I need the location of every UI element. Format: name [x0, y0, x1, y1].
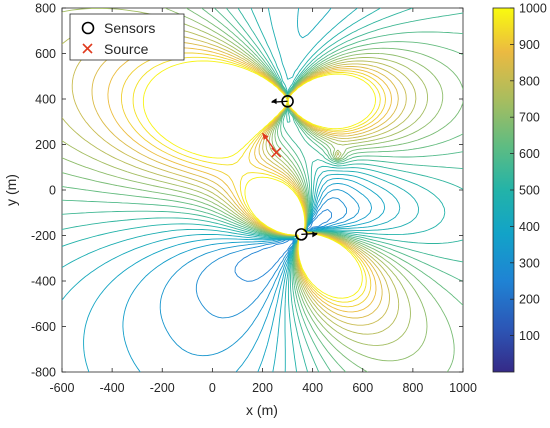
x-tick-label: 600 — [352, 381, 373, 395]
colorbar-tick-label: 200 — [519, 293, 540, 307]
colorbar-tick-label: 400 — [519, 220, 540, 234]
sensor-arrowhead-1 — [271, 98, 277, 105]
colorbar-tick-label: 1000 — [519, 2, 547, 16]
legend-label-source: Source — [104, 41, 149, 57]
y-tick-label: 200 — [35, 138, 56, 152]
x-tick-label: 800 — [402, 381, 423, 395]
y-axis-ticks: -800 -600 -400 -200 0 200 400 600 800 — [31, 2, 463, 380]
y-tick-label: 600 — [35, 47, 56, 61]
x-tick-label: 400 — [302, 381, 323, 395]
markers-layer — [261, 94, 318, 241]
legend-sensor-marker — [81, 21, 95, 35]
y-tick-label: -800 — [31, 366, 56, 380]
x-tick-label: 1000 — [449, 381, 477, 395]
x-tick-label: -200 — [150, 381, 175, 395]
x-tick-label: 200 — [252, 381, 273, 395]
x-tick-label: 0 — [209, 381, 216, 395]
contour-lines — [62, 8, 463, 372]
contour-level-670 — [62, 8, 463, 372]
colorbar-tick-label: 700 — [519, 111, 540, 125]
contour-level-705 — [62, 8, 444, 362]
x-axis-ticks: -600 -400 -200 0 200 400 600 800 1000 — [49, 8, 477, 395]
sensor-arrowhead-2 — [312, 231, 318, 238]
contour-level-740 — [62, 8, 429, 346]
y-tick-label: -400 — [31, 275, 56, 289]
y-tick-label: 400 — [35, 93, 56, 107]
colorbar-tick-label: 800 — [519, 74, 540, 88]
colorbar-tick-label: 300 — [519, 256, 540, 270]
x-axis-label: x (m) — [246, 402, 278, 418]
y-tick-label: 0 — [49, 184, 56, 198]
x-tick-label: -400 — [100, 381, 125, 395]
contour-level-565 — [62, 8, 463, 372]
colorbar-ticks: 100 200 300 400 500 600 700 800 900 1000 — [510, 2, 547, 343]
colorbar-tick-label: 900 — [519, 38, 540, 52]
colorbar-tick-label: 500 — [519, 184, 540, 198]
y-tick-label: -200 — [31, 229, 56, 243]
contour-level-460 — [62, 8, 420, 372]
contour-level-320 — [159, 189, 360, 357]
y-tick-label: 800 — [35, 2, 56, 16]
legend-label-sensors: Sensors — [104, 20, 155, 36]
y-axis-label: y (m) — [3, 174, 19, 206]
x-tick-label: -600 — [49, 381, 74, 395]
legend: Sensors Source — [69, 13, 185, 61]
colorbar: 100 200 300 400 500 600 700 800 900 1000 — [492, 2, 547, 373]
colorbar-tick-label: 600 — [519, 147, 540, 161]
colorbar-tick-label: 100 — [519, 329, 540, 343]
contour-level-285 — [195, 197, 348, 319]
contour-level-355 — [122, 182, 373, 372]
y-tick-label: -600 — [31, 320, 56, 334]
legend-source-marker — [82, 43, 93, 54]
contour-level-530 — [62, 8, 463, 372]
source-arrowhead — [262, 133, 269, 141]
contour-level-635 — [62, 8, 463, 372]
contour-level-985 — [142, 60, 377, 299]
legend-box — [69, 13, 185, 61]
